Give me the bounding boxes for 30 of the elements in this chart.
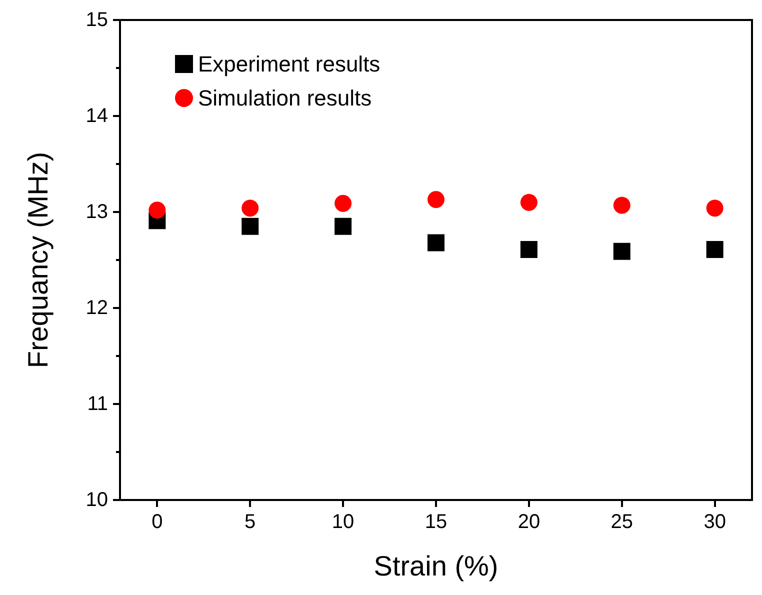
y-tick-label: 12 bbox=[86, 297, 108, 319]
point bbox=[613, 196, 630, 214]
point bbox=[706, 240, 724, 258]
point bbox=[428, 191, 444, 208]
x-tick-label: 5 bbox=[244, 511, 256, 533]
y-axis-title: Frequancy (MHz) bbox=[22, 152, 54, 368]
y-tick-label: 15 bbox=[86, 9, 108, 31]
y-tick-label: 11 bbox=[87, 393, 108, 415]
y-tick-label: 14 bbox=[86, 105, 108, 127]
legend-label: Simulation results bbox=[198, 86, 372, 110]
x-axis-title: Strain (%) bbox=[374, 550, 498, 582]
point bbox=[613, 242, 630, 260]
point bbox=[428, 234, 444, 252]
point bbox=[334, 194, 352, 212]
y-tick-label: 13 bbox=[86, 201, 108, 223]
point bbox=[706, 200, 724, 217]
point bbox=[242, 200, 259, 217]
point bbox=[242, 218, 259, 235]
y-tick-label: 10 bbox=[86, 489, 108, 511]
point bbox=[334, 218, 352, 235]
point bbox=[520, 240, 538, 258]
x-tick-label: 20 bbox=[518, 511, 540, 533]
point bbox=[148, 202, 166, 219]
x-tick-label: 15 bbox=[424, 511, 448, 533]
x-tick-label: 30 bbox=[704, 511, 726, 533]
legend-label: Experiment results bbox=[198, 52, 380, 76]
x-tick-label: 25 bbox=[610, 511, 634, 533]
x-tick-label: 10 bbox=[332, 511, 354, 533]
point bbox=[520, 194, 538, 211]
x-tick-label: 0 bbox=[152, 511, 163, 533]
